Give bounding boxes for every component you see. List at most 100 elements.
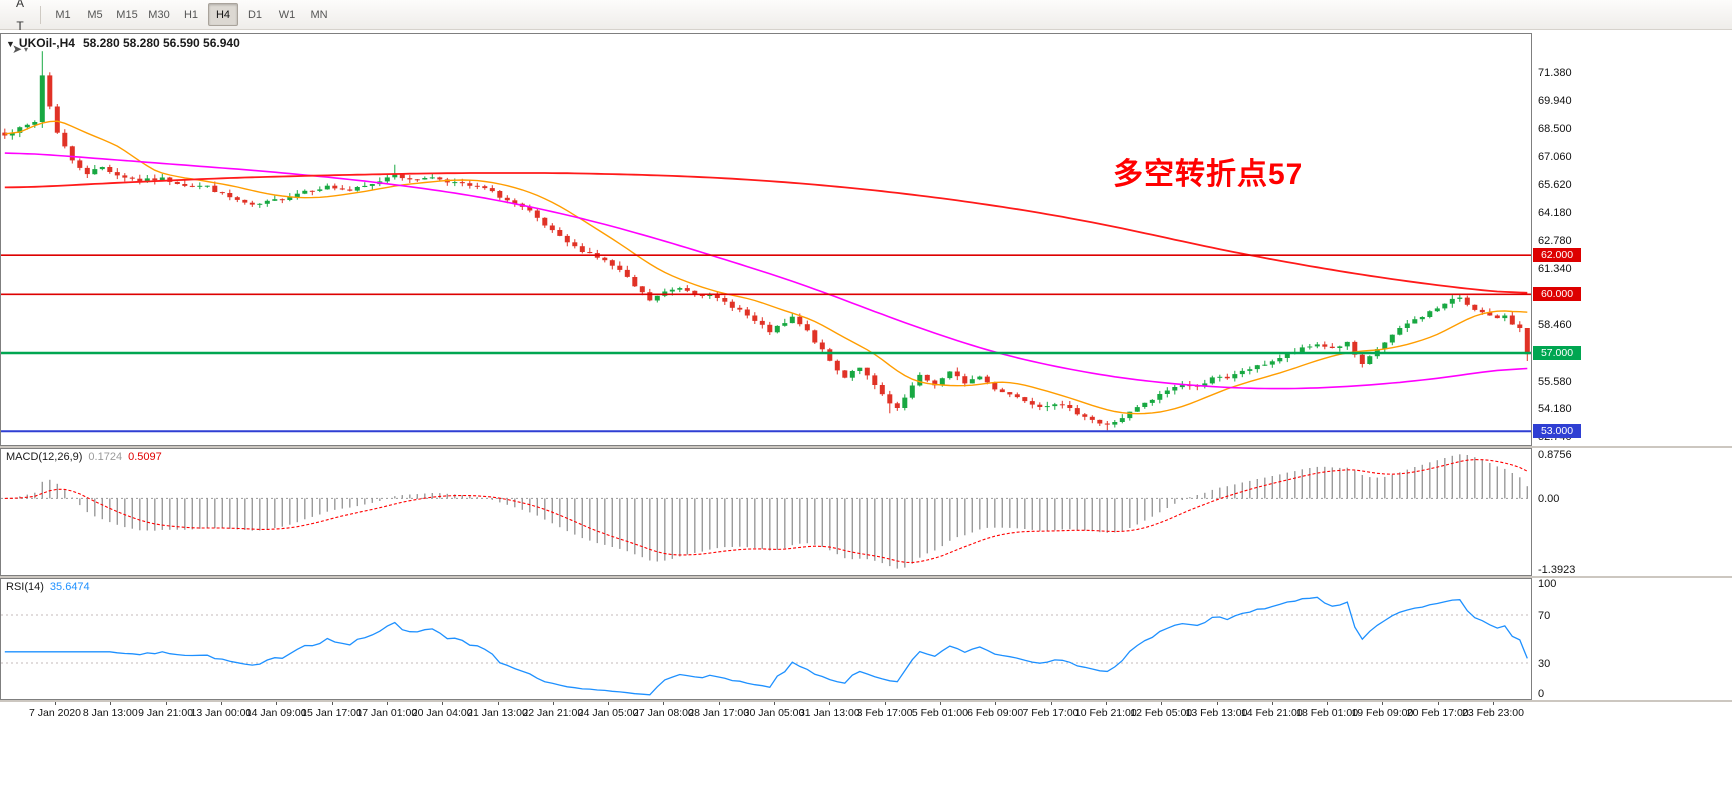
time-axis-label: 10 Feb 21:00	[1074, 707, 1137, 719]
time-axis-label: 7 Feb 17:00	[1022, 707, 1079, 719]
time-tick	[663, 702, 665, 705]
price-badge-57.000[interactable]: 57.000	[1533, 346, 1581, 360]
price-scale[interactable]: 71.380 69.940 68.500 67.060 65.620 64.180 62.7…	[1532, 33, 1732, 446]
cursor-tool-icon: ➤	[11, 42, 23, 56]
time-tick	[1271, 702, 1273, 705]
rsi-scale-label: 100	[1538, 578, 1557, 590]
price-scale-label: 69.940	[1538, 94, 1572, 107]
macd-canvas[interactable]	[1, 449, 1531, 575]
price-badge-60.000[interactable]: 60.000	[1533, 287, 1581, 302]
timeframe-m30-button[interactable]: M30	[144, 3, 174, 26]
time-axis-label: 6 Feb 09:00	[967, 707, 1024, 719]
ohlc-values: 58.280 58.280 56.590 56.940	[82, 36, 240, 50]
cursor-tool-button[interactable]: ➤ ▾	[7, 38, 33, 61]
timeframe-w1-button[interactable]: W1	[272, 3, 302, 26]
time-tick	[386, 702, 388, 705]
time-tick	[1437, 702, 1439, 705]
macd-scale-label: -1.3923	[1538, 563, 1576, 576]
time-axis-label: 15 Jan 17:00	[301, 707, 362, 719]
macd-scale[interactable]: 0.8756 0.00 -1.3923	[1532, 448, 1732, 576]
macd-panel[interactable]: MACD(12,26,9) 0.1724 0.5097	[0, 448, 1532, 576]
time-tick	[497, 702, 499, 705]
chart-text-annotation[interactable]: 多空转折点57	[1113, 158, 1304, 191]
time-axis-label: 13 Feb 13:00	[1185, 707, 1248, 719]
price-scale-label: 54.180	[1538, 403, 1572, 416]
panel-splitter[interactable]	[0, 700, 1732, 702]
rsi-value: 35.6474	[49, 581, 90, 593]
time-tick	[939, 702, 941, 705]
ma-slow-line	[4, 172, 1528, 294]
time-tick	[55, 702, 56, 705]
rsi-scale-label: 70	[1538, 610, 1551, 622]
time-tick	[1327, 702, 1329, 705]
time-axis-label: 14 Feb 21:00	[1240, 707, 1303, 719]
price-badge-53.000[interactable]: 53.000	[1533, 424, 1581, 439]
price-scale-label: 65.620	[1538, 179, 1572, 192]
time-axis-label: 14 Jan 09:00	[245, 707, 307, 719]
rsi-scale[interactable]: 100 70 30 0	[1532, 578, 1732, 700]
time-axis-label: 20 Jan 04:00	[411, 707, 473, 719]
price-scale-label: 64.180	[1538, 207, 1572, 220]
price-scale-label: 61.340	[1538, 263, 1572, 276]
time-tick	[165, 702, 167, 705]
chevron-down-icon: ▾	[24, 44, 29, 54]
macd-scale-label: 0.00	[1538, 493, 1560, 506]
time-axis-label: 7 Jan 2020	[29, 707, 81, 719]
timeframe-h1-button[interactable]: H1	[176, 3, 206, 26]
time-tick	[442, 702, 444, 705]
text-tool-button[interactable]: T	[7, 15, 33, 38]
time-axis-label: 9 Jan 21:00	[138, 707, 194, 719]
time-axis-label: 24 Jan 05:00	[577, 707, 639, 719]
time-axis[interactable]: 7 Jan 2020 8 Jan 13:00 9 Jan 21:00 13 Jan 0…	[0, 702, 1531, 722]
time-tick	[220, 702, 222, 705]
time-axis-label: 17 Jan 01:00	[356, 707, 418, 719]
timeframe-m1-button[interactable]: M1	[48, 3, 78, 26]
time-axis-label: 30 Jan 05:00	[743, 707, 805, 719]
time-tick	[829, 702, 831, 705]
ma-mid-line	[4, 152, 1528, 390]
macd-name: MACD(12,26,9)	[6, 451, 83, 463]
time-tick	[276, 702, 278, 705]
font-tool-button[interactable]: A	[7, 0, 33, 15]
rsi-label: RSI(14) 35.6474	[6, 581, 90, 593]
time-axis-label: 23 Feb 23:00	[1462, 707, 1524, 719]
time-axis-label: 21 Jan 13:00	[467, 707, 528, 719]
timeframe-m15-button[interactable]: M15	[112, 3, 142, 26]
timeframe-m5-button[interactable]: M5	[80, 3, 110, 26]
time-tick	[1105, 702, 1107, 705]
price-scale-label: 68.500	[1538, 122, 1572, 135]
ma-fast-line	[4, 120, 1528, 415]
rsi-canvas[interactable]	[1, 579, 1531, 699]
timeframe-h4-button[interactable]: H4	[208, 3, 238, 26]
panel-splitter[interactable]	[0, 446, 1732, 448]
rsi-line	[4, 596, 1528, 696]
price-chart-canvas[interactable]	[1, 34, 1531, 445]
price-scale-label: 71.380	[1538, 66, 1572, 79]
rsi-scale-label: 30	[1538, 658, 1551, 670]
time-axis-label: 20 Feb 17:00	[1406, 707, 1469, 719]
time-tick	[1382, 702, 1384, 705]
symbol-label: UKOil-,H4	[18, 36, 75, 50]
price-scale-label: 55.580	[1538, 375, 1572, 388]
tools-group: ▦AT➤▾	[6, 0, 34, 61]
timeframe-mn-button[interactable]: MN	[304, 3, 334, 26]
time-axis-label: 13 Jan 00:00	[190, 707, 252, 719]
macd-label: MACD(12,26,9) 0.1724 0.5097	[6, 451, 162, 463]
time-tick	[552, 702, 554, 705]
panel-splitter[interactable]	[0, 576, 1732, 578]
time-tick	[884, 702, 886, 705]
time-axis-label: 31 Jan 13:00	[798, 707, 860, 719]
time-tick	[995, 702, 997, 705]
price-chart-panel[interactable]: ▼ UKOil-,H4 58.280 58.280 56.590 56.940 多空…	[0, 33, 1532, 446]
price-scale-label: 62.780	[1538, 234, 1572, 247]
chart-dropdown-icon[interactable]: ▼	[6, 39, 15, 49]
price-badge-62.000[interactable]: 62.000	[1533, 248, 1581, 263]
rsi-panel[interactable]: RSI(14) 35.6474	[0, 578, 1532, 700]
time-tick	[1050, 702, 1052, 705]
price-scale-label: 58.460	[1538, 319, 1572, 332]
macd-histogram	[11, 454, 1529, 569]
macd-scale-label: 0.8756	[1538, 449, 1572, 462]
timeframe-d1-button[interactable]: D1	[240, 3, 270, 26]
time-tick	[110, 702, 112, 705]
